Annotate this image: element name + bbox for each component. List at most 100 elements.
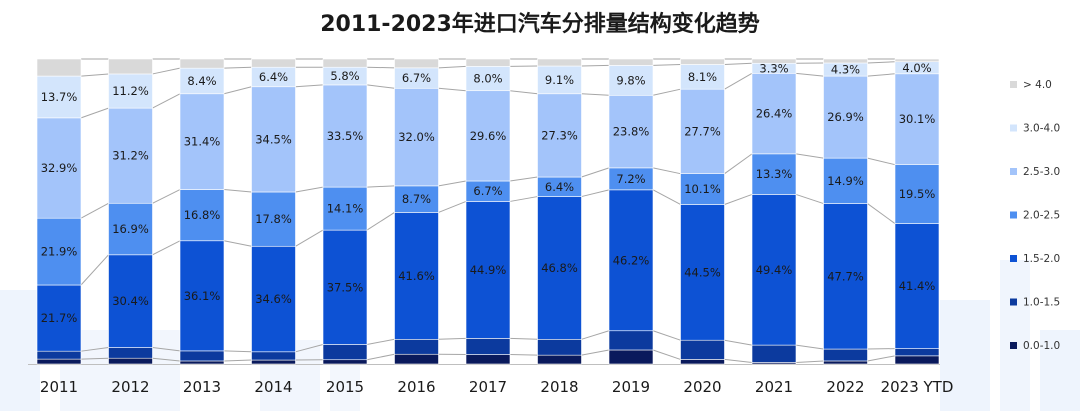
bar-segment [894, 223, 940, 349]
bar-segment [322, 58, 368, 68]
series-connector-line [366, 185, 395, 188]
series-connector-line [80, 347, 109, 352]
series-connector-line [223, 240, 252, 247]
series-connector-line [295, 84, 324, 88]
data-label: 8.0% [473, 72, 502, 86]
series-connector-line [867, 157, 896, 166]
bar-segment [823, 58, 868, 64]
data-label: 30.4% [112, 294, 149, 308]
series-connector-line [795, 72, 824, 77]
series-connector-line [867, 73, 896, 77]
bar-segment [823, 157, 868, 204]
data-label: 37.5% [327, 280, 364, 294]
bar-segment [823, 348, 868, 362]
bg-block [940, 300, 990, 411]
series-connector-line [581, 189, 610, 198]
data-label: 27.3% [541, 128, 578, 142]
bar-segment [394, 185, 439, 213]
bar-segment [251, 351, 296, 361]
bar-segment [751, 73, 797, 155]
data-label: 9.8% [616, 73, 645, 87]
series-connector-line [724, 339, 753, 346]
data-label: 34.5% [255, 132, 292, 146]
series-connector-line [438, 337, 467, 340]
x-tick-label: 2011 [40, 378, 78, 396]
series-connector-line [724, 358, 753, 363]
bar-segment [322, 359, 368, 365]
x-tick-label: 2023 YTD [881, 378, 954, 396]
data-label: 7.2% [616, 172, 645, 186]
bar-segment [537, 93, 582, 178]
data-label: 4.3% [831, 63, 860, 77]
legend-swatch [1010, 342, 1017, 349]
bar-segment [608, 58, 654, 66]
series-connector-line [152, 189, 181, 204]
series-connector-line [581, 167, 610, 178]
data-label: 6.4% [545, 180, 574, 194]
bar-segment [608, 94, 654, 169]
legend-swatch [1010, 168, 1017, 175]
data-label: 19.5% [899, 187, 936, 201]
data-label: 6.4% [259, 70, 288, 84]
data-label: 21.7% [41, 311, 78, 325]
data-label: 16.8% [184, 208, 221, 222]
series-connector-line [152, 357, 181, 362]
data-label: 23.8% [613, 125, 650, 139]
series-connector-line [724, 193, 753, 205]
data-label: 44.9% [470, 263, 507, 277]
series-connector-line [152, 67, 181, 75]
bar-segment [394, 338, 439, 355]
series-connector-line [581, 349, 610, 356]
series-connector-line [509, 337, 538, 340]
series-connector-line [795, 193, 824, 205]
bar-segment [465, 66, 511, 92]
bar-segment [36, 350, 82, 360]
x-tick-label: 2022 [826, 378, 864, 396]
data-label: 27.7% [684, 124, 721, 138]
bar-segment [894, 58, 940, 63]
bar-segment [322, 344, 368, 361]
legend-label: > 4.0 [1023, 79, 1052, 91]
bg-block [0, 290, 40, 411]
bar-segment [394, 87, 439, 187]
legend-label: 3.0-4.0 [1023, 123, 1060, 135]
bar-segment [108, 58, 153, 75]
data-label: 14.1% [327, 202, 364, 216]
bar-segment [608, 349, 654, 365]
bg-block [1000, 260, 1030, 411]
series-connector-line [152, 240, 181, 256]
legend-swatch [1010, 124, 1017, 132]
bar-segment [608, 189, 654, 332]
bar-segment [751, 58, 797, 64]
legend-label: 0.0-1.0 [1023, 340, 1060, 352]
data-label: 17.8% [255, 212, 292, 226]
bar-segment [680, 173, 725, 205]
bar-segment [751, 194, 797, 346]
x-tick-label: 2019 [612, 378, 650, 396]
bar-segment [322, 186, 368, 231]
bar-segment [537, 196, 582, 340]
bar-segment [894, 348, 940, 357]
bar-segment [179, 58, 225, 69]
data-label: 41.6% [398, 269, 435, 283]
series-connector-line [80, 202, 109, 219]
data-label: 46.8% [541, 261, 578, 275]
bar-segment [179, 360, 225, 365]
bar-segment [608, 330, 654, 351]
data-label: 21.9% [41, 245, 78, 259]
bar-segment [537, 58, 582, 67]
data-label: 31.2% [112, 149, 149, 163]
bar-segment [894, 355, 940, 365]
series-connector-line [438, 180, 467, 187]
x-tick-label: 2021 [755, 378, 793, 396]
bar-segment [108, 254, 153, 348]
series-connector-line [80, 73, 109, 77]
chart-title: 2011-2023年进口汽车分排量结构变化趋势 [320, 12, 760, 37]
series-connector-line [80, 107, 109, 119]
series-connector-line [509, 90, 538, 95]
x-tick-label: 2016 [397, 378, 435, 396]
data-label: 13.7% [41, 90, 78, 104]
bar-segment [36, 358, 82, 365]
data-label: 31.4% [184, 135, 221, 149]
